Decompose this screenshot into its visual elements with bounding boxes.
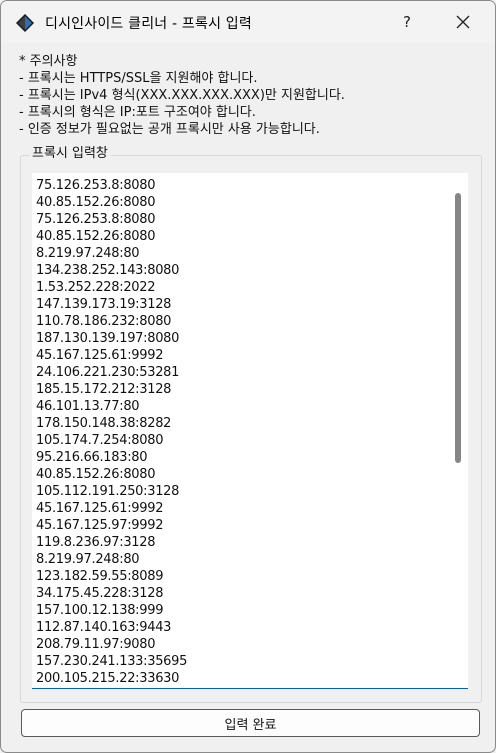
proxy-line: 8.219.97.248:80 [36, 552, 140, 567]
proxy-input-group [20, 155, 482, 703]
submit-button[interactable]: 입력 완료 [21, 709, 480, 737]
proxy-line: 40.85.152.26:8080 [36, 467, 156, 482]
proxy-line: 105.174.7.254:8080 [36, 433, 164, 448]
proxy-line: 34.175.45.228:3128 [36, 586, 164, 601]
proxy-line: 119.8.236.97:3128 [36, 535, 156, 550]
proxy-line: 105.112.191.250:3128 [36, 484, 180, 499]
proxy-line: 112.87.140.163:9443 [36, 620, 172, 635]
proxy-line: 45.167.125.61:9992 [36, 501, 164, 516]
proxy-line: 185.15.172.212:3128 [36, 382, 172, 397]
note-heading: * 주의사항 [19, 54, 78, 69]
proxy-line: 45.167.125.97:9992 [36, 518, 164, 533]
proxy-line: 8.219.97.248:80 [36, 246, 140, 261]
proxy-line: 208.79.11.97:9080 [36, 637, 156, 652]
proxy-line: 95.216.66.183:80 [36, 450, 148, 465]
diamond-app-icon [16, 14, 34, 32]
window-title: 디시인사이드 클리너 - 프록시 입력 [45, 16, 252, 32]
proxy-line: 46.101.13.77:80 [36, 399, 140, 414]
proxy-line: 75.126.253.8:8080 [36, 178, 156, 193]
proxy-textarea[interactable]: 75.126.253.8:8080 40.85.152.26:8080 75.1… [32, 173, 468, 689]
title-bar[interactable]: 디시인사이드 클리너 - 프록시 입력 ? [1, 1, 495, 43]
close-button[interactable] [441, 7, 485, 37]
note-line: - 프록시의 형식은 IP:포트 구조여야 합니다. [19, 105, 256, 120]
proxy-line: 75.126.253.8:8080 [36, 212, 156, 227]
proxy-line: 110.78.186.232:8080 [36, 314, 172, 329]
note-line: - 인증 정보가 필요없는 공개 프록시만 사용 가능합니다. [19, 122, 320, 137]
group-title: 프록시 입력창 [29, 146, 111, 162]
proxy-line: 40.85.152.26:8080 [36, 195, 156, 210]
textarea-scrollbar[interactable] [455, 193, 461, 463]
proxy-line: 123.182.59.55:8089 [36, 569, 164, 584]
proxy-line: 45.167.125.61:9992 [36, 348, 164, 363]
proxy-line: 147.139.173.19:3128 [36, 297, 172, 312]
note-line: - 프록시는 HTTPS/SSL을 지원해야 합니다. [19, 71, 258, 86]
proxy-line: 187.130.139.197:8080 [36, 331, 180, 346]
caution-notes: * 주의사항 - 프록시는 HTTPS/SSL을 지원해야 합니다. - 프록시… [19, 53, 489, 138]
proxy-line: 24.106.221.230:53281 [36, 365, 180, 380]
proxy-line: 157.230.241.133:35695 [36, 654, 188, 669]
proxy-line: 1.53.252.228:2022 [36, 280, 156, 295]
proxy-line: 157.100.12.138:999 [36, 603, 164, 618]
proxy-line: 134.238.252.143:8080 [36, 263, 180, 278]
help-button[interactable]: ? [403, 13, 411, 31]
proxy-line: 178.150.148.38:8282 [36, 416, 172, 431]
close-icon [456, 15, 470, 29]
proxy-line: 40.85.152.26:8080 [36, 229, 156, 244]
proxy-line: 200.105.215.22:33630 [36, 671, 180, 686]
note-line: - 프록시는 IPv4 형식(XXX.XXX.XXX.XXX)만 지원합니다. [19, 88, 345, 103]
